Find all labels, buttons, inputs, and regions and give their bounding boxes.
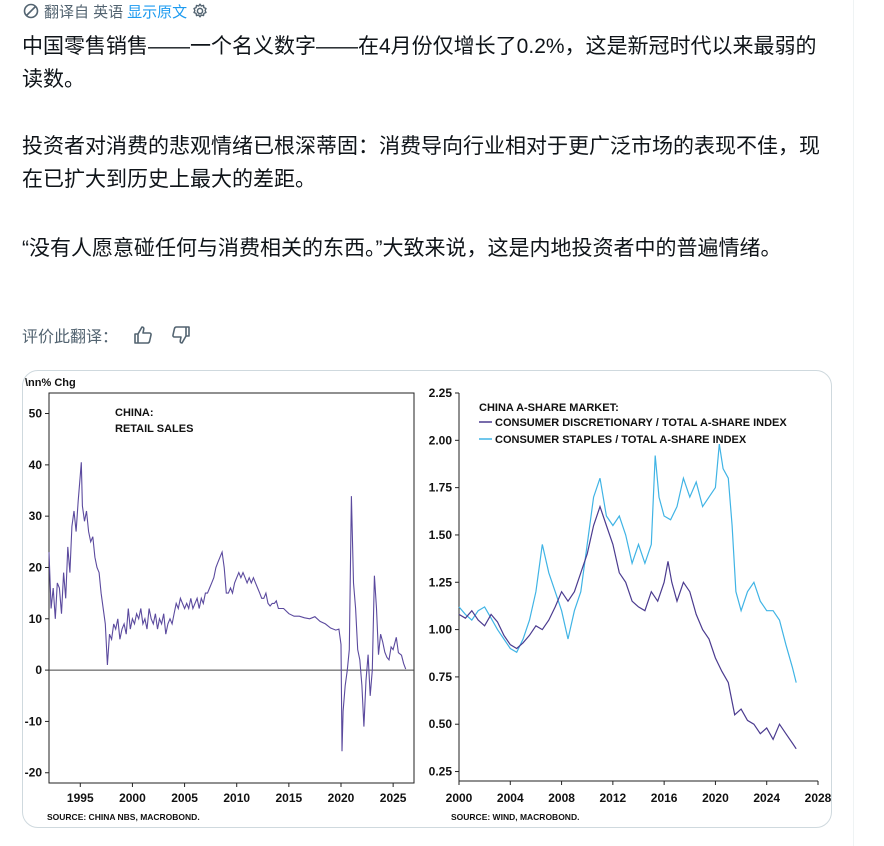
ashare-y-tick-label: 1.50	[429, 528, 453, 542]
thumbs-down-icon[interactable]	[168, 322, 194, 348]
rate-translation-label: 评价此翻译：	[22, 329, 119, 346]
ashare-x-tick-label: 2024	[753, 791, 780, 805]
ashare-source-note: SOURCE: WIND, MACROBOND.	[451, 812, 579, 822]
ashare-x-tick-label: 2012	[600, 791, 627, 805]
ashare-x-tick-label: 2016	[651, 791, 678, 805]
ashare-x-tick-label: 2000	[446, 791, 473, 805]
thumbs-up-icon[interactable]	[130, 322, 156, 348]
retail-x-tick-label: 2015	[276, 791, 303, 805]
right-sidebar-edge	[853, 0, 884, 846]
ashare-x-tick-label: 2020	[702, 791, 729, 805]
retail-y-tick-label: -20	[25, 766, 43, 780]
retail-x-tick-label: 1995	[67, 791, 94, 805]
ashare-x-tick-label: 2004	[497, 791, 524, 805]
settings-gear-icon[interactable]	[191, 2, 209, 20]
retail-y-tick-label: 30	[29, 509, 43, 523]
ashare-series-line	[458, 444, 797, 683]
tweet-paragraph: 投资者对消费的悲观情绪已根深蒂固：消费导向行业相对于更广泛市场的表现不佳，现在已…	[22, 135, 820, 191]
ashare-y-tick-label: 1.25	[429, 575, 453, 589]
retail-x-tick-label: 2020	[328, 791, 355, 805]
show-original-link[interactable]: 显示原文	[127, 3, 188, 21]
ashare-x-tick-label: 2028	[805, 791, 831, 805]
retail-source-note: SOURCE: CHINA NBS, MACROBOND.	[47, 812, 200, 822]
translation-bar: 翻译自 英语 显示原文	[22, 0, 209, 22]
ashare-series-line	[458, 504, 797, 750]
retail-y-tick-label: -10	[25, 714, 43, 728]
ashare-legend-label: CONSUMER DISCRETIONARY / TOTAL A-SHARE I…	[495, 417, 787, 429]
retail-sales-line	[48, 462, 407, 752]
retail-chart-frame	[48, 392, 415, 784]
retail-x-tick-label: 2010	[223, 791, 250, 805]
ashare-y-tick-label: 0.50	[429, 717, 453, 731]
ashare-y-tick-label: 1.00	[429, 623, 453, 637]
retail-ylabel: \nn% Chg	[25, 377, 76, 389]
retail-y-tick-label: 20	[29, 560, 43, 574]
retail-y-tick-label: 10	[29, 612, 43, 626]
ashare-y-tick-label: 2.00	[429, 433, 453, 447]
rate-translation-row: 评价此翻译：	[22, 322, 194, 348]
ashare-legend-label: CONSUMER STAPLES / TOTAL A-SHARE INDEX	[495, 434, 747, 446]
ashare-x-tick-label: 2008	[548, 791, 575, 805]
retail-y-tick-label: 0	[35, 663, 42, 677]
retail-y-tick-label: 40	[29, 458, 43, 472]
tweet-paragraph: “没有人愿意碰任何与消费相关的东西。”大致来说，这是内地投资者中的普遍情绪。	[22, 237, 782, 260]
ashare-y-tick-label: 0.25	[429, 765, 453, 779]
retail-x-tick-label: 2005	[171, 791, 198, 805]
retail-chart-title: CHINA:	[115, 407, 154, 419]
ashare-chart-title: CHINA A-SHARE MARKET:	[479, 402, 619, 414]
ashare-y-tick-label: 0.75	[429, 670, 453, 684]
chart-image-card[interactable]: \nn% Chg 50 40 30 20 10 0 -10 -20 1995 2000 2005 201…	[22, 370, 832, 828]
retail-x-tick-label: 2025	[380, 791, 407, 805]
ashare-y-tick-label: 2.25	[429, 386, 453, 400]
retail-y-tick-label: 50	[29, 407, 43, 421]
translate-icon	[22, 2, 40, 20]
translated-from-label: 翻译自 英语	[44, 3, 124, 21]
retail-chart-title: RETAIL SALES	[115, 423, 193, 435]
tweet-paragraph: 中国零售销售——一个名义数字——在4月份仅增长了0.2%，这是新冠时代以来最弱的…	[22, 35, 817, 91]
ashare-y-tick-label: 1.75	[429, 481, 453, 495]
retail-x-tick-label: 2000	[119, 791, 146, 805]
